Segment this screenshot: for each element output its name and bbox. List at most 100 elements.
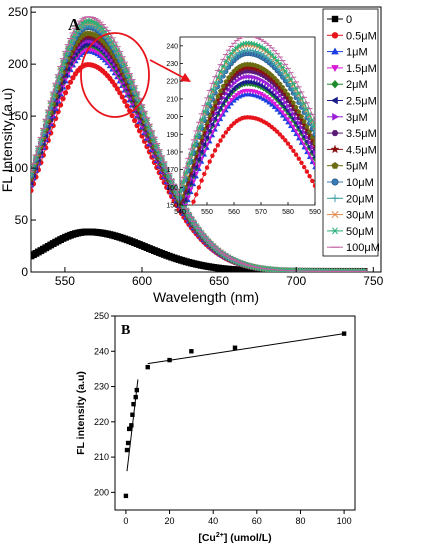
- b-y-tick-label: 250: [94, 311, 109, 321]
- chart-b-ylabel: FL intensity (a.u): [75, 371, 87, 455]
- legend-marker: [331, 211, 339, 219]
- inset-data-point: [236, 50, 243, 56]
- inset-data-point: [282, 68, 288, 74]
- x-tick-label: 700: [286, 274, 306, 288]
- zoom-arrow-line: [149, 59, 187, 80]
- inset-y-tick-label: 220: [166, 79, 178, 86]
- inset-y-tick-label: 240: [166, 43, 178, 50]
- chart-b-xlabel-prefix: [Cu: [198, 532, 216, 544]
- inset-data-point: [274, 104, 280, 110]
- data-point: [117, 90, 123, 96]
- inset-data-point: [231, 85, 236, 92]
- inset-data-point: [264, 80, 270, 86]
- b-y-tick-label: 220: [94, 417, 109, 427]
- legend-label: 3.5μM: [346, 128, 377, 140]
- chart-a-curves: [31, 16, 368, 272]
- inset-data-point: [282, 88, 288, 93]
- inset-data-point: [295, 111, 303, 118]
- data-point: [130, 412, 135, 417]
- inset-data-point: [301, 118, 307, 124]
- data-point: [145, 364, 150, 370]
- inset-x-tick-label: 560: [228, 209, 240, 216]
- legend-label: 3μM: [346, 112, 368, 124]
- b-x-tick-label: 0: [123, 516, 128, 526]
- data-point: [119, 94, 125, 100]
- inset-data-point: [217, 68, 224, 74]
- inset-data-point: [248, 73, 254, 80]
- inset-data-point: [293, 104, 299, 110]
- b-y-tick-label: 240: [94, 346, 109, 356]
- inset-data-point: [214, 96, 222, 103]
- data-point: [124, 447, 130, 453]
- data-point: [114, 86, 120, 92]
- inset-data-point: [198, 148, 204, 155]
- inset-data-point: [269, 84, 275, 91]
- chart-a-inset: 540 550 560 570 580 590 150 160 170 180 190 200 210 2…: [166, 36, 321, 216]
- chart-b-xlabel-superscript: 2+: [216, 532, 224, 539]
- inset-data-point: [202, 171, 207, 177]
- inset-data-point: [190, 172, 196, 178]
- inset-data-point: [293, 152, 299, 157]
- inset-data-point: [304, 124, 310, 129]
- legend-marker: [331, 194, 339, 203]
- inset-data-point: [236, 91, 243, 97]
- data-point: [189, 349, 194, 354]
- data-point: [31, 187, 34, 194]
- inset-data-point: [286, 103, 291, 109]
- inset-data-point: [291, 148, 296, 153]
- data-point: [124, 103, 130, 109]
- inset-y-tick-label: 180: [166, 149, 178, 156]
- legend-label: 2μM: [346, 79, 368, 91]
- y-tick-label: 150: [8, 109, 28, 123]
- inset-data-point: [194, 192, 199, 197]
- legend-item: 30μM: [327, 210, 374, 222]
- inset-data-point: [233, 92, 240, 98]
- data-point: [67, 79, 74, 85]
- data-point: [64, 45, 72, 52]
- inset-data-point: [260, 96, 267, 101]
- y-tick-label: 250: [8, 5, 28, 19]
- inset-y-tick-label: 190: [166, 132, 178, 139]
- inset-data-point: [306, 131, 313, 138]
- data-point: [122, 98, 128, 105]
- y-tick-label: 50: [15, 213, 29, 227]
- inset-data-point: [303, 126, 311, 133]
- legend-marker: [331, 32, 339, 39]
- inset-data-point: [304, 169, 310, 174]
- inset-data-point: [263, 97, 270, 103]
- legend-item: 0: [327, 14, 352, 26]
- inset-data-point: [277, 132, 283, 137]
- inset-data-point: [180, 193, 183, 199]
- data-point: [112, 82, 118, 88]
- legend-marker: [331, 79, 339, 89]
- chart-a-inset-axes: 540 550 560 570 580 590 150 160 170 180 190 200 210 2…: [166, 43, 321, 216]
- y-tick-label: 0: [21, 265, 28, 279]
- inset-data-point: [296, 109, 302, 114]
- inset-data-point: [312, 140, 315, 146]
- inset-data-point: [211, 102, 219, 109]
- chart-a-panel-label: A: [68, 15, 81, 34]
- inset-data-point: [269, 59, 275, 65]
- inset-data-point: [201, 128, 208, 136]
- b-y-tick-label: 210: [94, 452, 109, 462]
- inset-series-50μM: [180, 40, 315, 195]
- zoom-arrow-head: [180, 73, 191, 82]
- inset-data-point: [228, 88, 234, 95]
- inset-data-point: [296, 156, 301, 161]
- inset-data-point: [210, 153, 215, 159]
- legend-marker: [331, 161, 339, 169]
- inset-x-tick-label: 570: [255, 209, 267, 216]
- legend-label: 0: [346, 14, 352, 26]
- inset-data-point: [252, 48, 259, 55]
- inset-data-point: [258, 94, 264, 100]
- legend-marker: [331, 15, 339, 23]
- legend-marker: [331, 227, 339, 235]
- b-x-tick-label: 80: [295, 516, 305, 526]
- inset-y-tick-label: 170: [166, 167, 178, 174]
- legend-item: 3μM: [327, 112, 368, 124]
- legend-label: 2.5μM: [346, 96, 377, 108]
- inset-data-point: [302, 129, 308, 135]
- inset-data-point: [275, 129, 280, 134]
- inset-data-point: [312, 183, 315, 188]
